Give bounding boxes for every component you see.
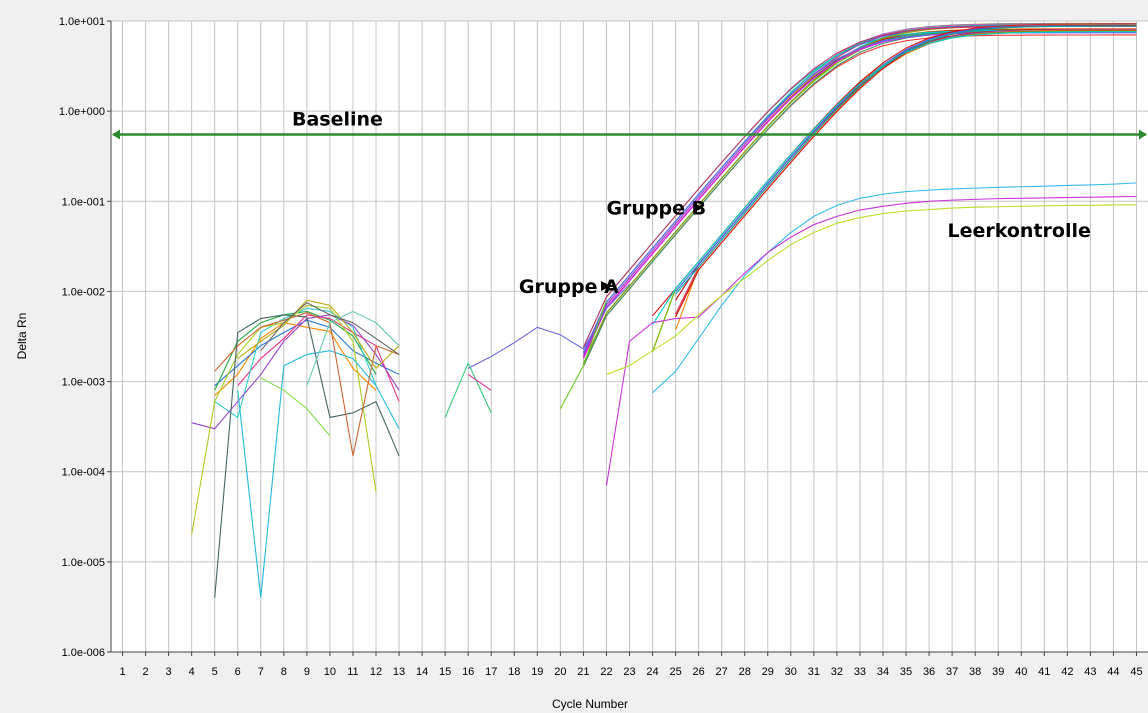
- x-tick-label: 32: [831, 666, 843, 678]
- x-tick-label: 20: [554, 666, 566, 678]
- x-tick-label: 8: [281, 666, 287, 678]
- x-tick-label: 2: [143, 666, 149, 678]
- baseline-label: Baseline: [292, 109, 383, 131]
- y-tick-label: 1.0e+000: [59, 106, 105, 118]
- x-tick-label: 25: [669, 666, 681, 678]
- x-tick-label: 10: [324, 666, 336, 678]
- x-tick-label: 19: [531, 666, 543, 678]
- y-tick-label: 1.0e-003: [62, 377, 105, 389]
- x-tick-label: 23: [623, 666, 635, 678]
- y-tick-label: 1.0e-002: [62, 286, 105, 298]
- x-tick-label: 31: [808, 666, 820, 678]
- x-tick-label: 3: [166, 666, 172, 678]
- x-tick-label: 15: [439, 666, 451, 678]
- x-tick-label: 14: [416, 666, 428, 678]
- x-tick-label: 41: [1038, 666, 1050, 678]
- y-axis-title: Delta Rn: [15, 313, 29, 360]
- x-tick-label: 43: [1084, 666, 1096, 678]
- x-tick-label: 36: [923, 666, 935, 678]
- x-tick-label: 34: [877, 666, 889, 678]
- x-tick-label: 11: [347, 666, 358, 678]
- y-tick-label: 1.0e-004: [62, 467, 105, 479]
- x-tick-label: 22: [600, 666, 612, 678]
- x-tick-label: 5: [212, 666, 218, 678]
- x-tick-label: 42: [1061, 666, 1073, 678]
- x-tick-label: 13: [393, 666, 405, 678]
- x-tick-label: 38: [969, 666, 981, 678]
- x-tick-label: 45: [1130, 666, 1142, 678]
- x-tick-label: 4: [189, 666, 195, 678]
- y-tick-label: 1.0e-001: [62, 196, 105, 208]
- x-tick-label: 9: [304, 666, 310, 678]
- x-tick-label: 29: [762, 666, 774, 678]
- x-tick-label: 6: [235, 666, 241, 678]
- x-tick-label: 35: [900, 666, 912, 678]
- annotation-label: Gruppe B: [606, 198, 706, 220]
- x-tick-label: 44: [1107, 666, 1119, 678]
- y-tick-label: 1.0e-006: [62, 647, 105, 659]
- x-tick-label: 37: [946, 666, 958, 678]
- x-axis-title: Cycle Number: [552, 697, 628, 711]
- y-tick-label: 1.0e+001: [59, 16, 105, 28]
- annotation-label: Leerkontrolle: [948, 220, 1091, 242]
- x-tick-label: 1: [119, 666, 125, 678]
- x-tick-label: 16: [462, 666, 474, 678]
- x-tick-label: 33: [854, 666, 866, 678]
- x-tick-label: 26: [693, 666, 705, 678]
- x-tick-label: 18: [508, 666, 520, 678]
- x-tick-label: 39: [992, 666, 1004, 678]
- x-tick-label: 7: [258, 666, 264, 678]
- y-tick-label: 1.0e-005: [62, 557, 105, 569]
- x-tick-label: 12: [370, 666, 382, 678]
- x-tick-label: 30: [785, 666, 797, 678]
- x-tick-label: 28: [739, 666, 751, 678]
- x-tick-label: 40: [1015, 666, 1027, 678]
- x-tick-label: 17: [485, 666, 497, 678]
- x-tick-label: 24: [646, 666, 658, 678]
- x-tick-label: 21: [577, 666, 589, 678]
- x-tick-label: 27: [716, 666, 728, 678]
